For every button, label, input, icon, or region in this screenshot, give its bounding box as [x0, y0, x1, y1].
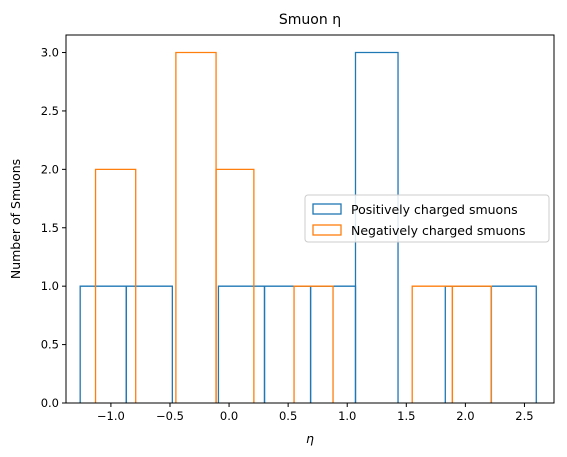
legend-label-1: Negatively charged smuons [351, 223, 526, 238]
legend-label-0: Positively charged smuons [351, 202, 518, 217]
histogram-bin-series-0-1 [125, 285, 173, 403]
histogram-bin-series-1-5 [293, 285, 334, 403]
y-tick-label: 3.0 [41, 46, 59, 60]
x-tick-label: −0.5 [156, 409, 184, 423]
legend-box [304, 194, 550, 243]
histogram-bin-series-1-0 [94, 168, 137, 403]
y-tick-label: 2.0 [41, 162, 59, 176]
x-tick-label: 0.0 [220, 409, 238, 423]
x-tick-label: −1.0 [97, 409, 125, 423]
x-axis-label: η [306, 431, 314, 446]
plot-frame [65, 34, 555, 404]
legend-swatch-1 [312, 224, 342, 236]
chart-title: Smuon η [279, 12, 341, 28]
axes-layer: −1.0 −0.5 0.0 0.5 1.0 1.5 2.0 2.5 0.0 0.5 1.0 1.5 2.… [41, 34, 555, 423]
histogram-bin-series-1-3 [215, 168, 255, 403]
histogram-bin-series-0-3 [217, 285, 266, 403]
x-tick-label: 2.0 [456, 409, 474, 423]
y-tick-label: 1.5 [41, 221, 59, 235]
histogram-bin-series-0-9 [490, 285, 537, 403]
histogram-bin-series-0-0 [79, 285, 127, 403]
y-tick-label: 0.5 [41, 338, 59, 352]
histogram-bin-series-0-4 [263, 285, 312, 403]
histogram-bin-series-1-8 [411, 285, 454, 403]
histogram-bin-series-1-2 [175, 51, 217, 403]
legend-swatch-0 [312, 203, 342, 215]
x-tick-label: 1.0 [338, 409, 356, 423]
y-tick-label: 2.5 [41, 104, 59, 118]
legend: Positively charged smuons Negatively char… [304, 194, 550, 243]
histogram-bin-series-1-9 [451, 285, 493, 403]
y-tick-label: 0.0 [41, 396, 59, 410]
x-tick-label: 1.5 [397, 409, 415, 423]
x-tick-label: 0.5 [279, 409, 297, 423]
y-tick-label: 1.0 [41, 279, 59, 293]
y-axis-label: Number of Smuons [8, 159, 23, 279]
x-tick-label: 2.5 [515, 409, 533, 423]
